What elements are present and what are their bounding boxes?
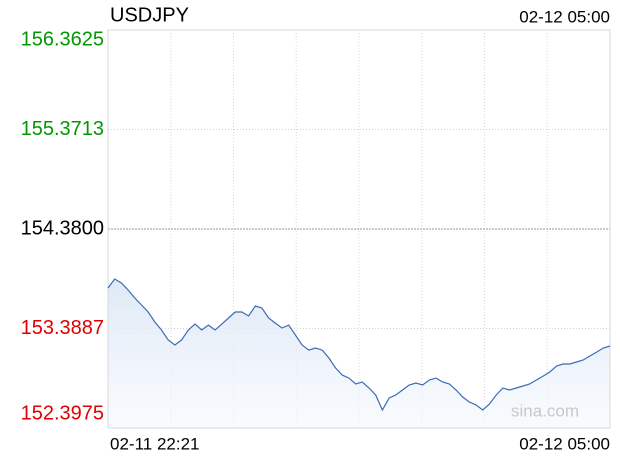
y-tick-label: 156.3625 <box>21 28 104 50</box>
chart-title: USDJPY <box>110 4 189 26</box>
watermark: sina.com <box>511 401 579 420</box>
timestamp: 02-12 05:00 <box>519 7 610 26</box>
area <box>108 279 610 428</box>
plot-frame <box>107 29 611 429</box>
y-tick-label: 154.3800 <box>21 217 104 239</box>
y-tick-label: 155.3713 <box>21 118 104 140</box>
x-label-end: 02-12 05:00 <box>519 434 610 453</box>
y-tick-label: 153.3887 <box>21 317 104 339</box>
y-tick-label: 152.3975 <box>21 402 104 424</box>
x-label-start: 02-11 22:21 <box>110 434 199 453</box>
price-line <box>107 278 611 412</box>
